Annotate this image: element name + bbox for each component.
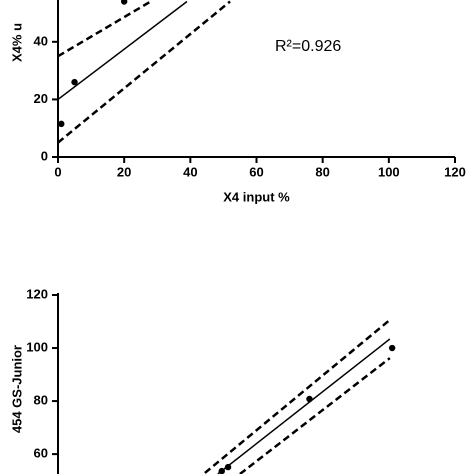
y-axis-label: 454 GS-Junior — [9, 345, 24, 433]
confidence-band — [239, 357, 391, 474]
data-point — [120, 0, 128, 5]
y-tick-label: 40 — [34, 33, 48, 48]
y-tick-label: 100 — [26, 339, 48, 354]
x-tick-label: 20 — [117, 164, 131, 179]
data-point — [218, 467, 225, 474]
confidence-band — [58, 0, 231, 144]
y-tick-label: 80 — [34, 393, 48, 408]
x-tick-label: 40 — [183, 164, 197, 179]
x-tick-label: 60 — [249, 164, 263, 179]
x-tick-label: 0 — [54, 164, 61, 179]
y-tick-label: 60 — [34, 446, 48, 461]
regression-line — [217, 338, 391, 474]
y-tick-label: 120 — [26, 286, 48, 301]
plot-area — [58, 0, 231, 144]
plot: 60 80 100 120 454 GS-Junior — [9, 286, 396, 474]
x-tick-label: 80 — [315, 164, 329, 179]
y-tick-label: 20 — [34, 91, 48, 106]
plot: 0 20 40 0 20 40 60 80 100 120 X4 input % X4% u R²=0.… — [9, 0, 466, 204]
annotation: R²=0.926 — [275, 38, 341, 55]
plot-area — [204, 318, 391, 474]
y-tick-label: 0 — [41, 148, 48, 163]
y-axis-label: X4% u — [9, 23, 24, 62]
data-point — [388, 344, 396, 352]
confidence-band — [204, 318, 391, 474]
data-point — [71, 78, 78, 86]
data-point — [224, 463, 232, 471]
x-axis-label: X4 input % — [223, 189, 290, 204]
x-tick-label: 120 — [444, 164, 466, 179]
regression-line — [58, 0, 188, 101]
confidence-band — [58, 0, 152, 58]
data-point — [58, 120, 65, 128]
data-point — [306, 395, 313, 403]
x-tick-label: 100 — [378, 164, 400, 179]
